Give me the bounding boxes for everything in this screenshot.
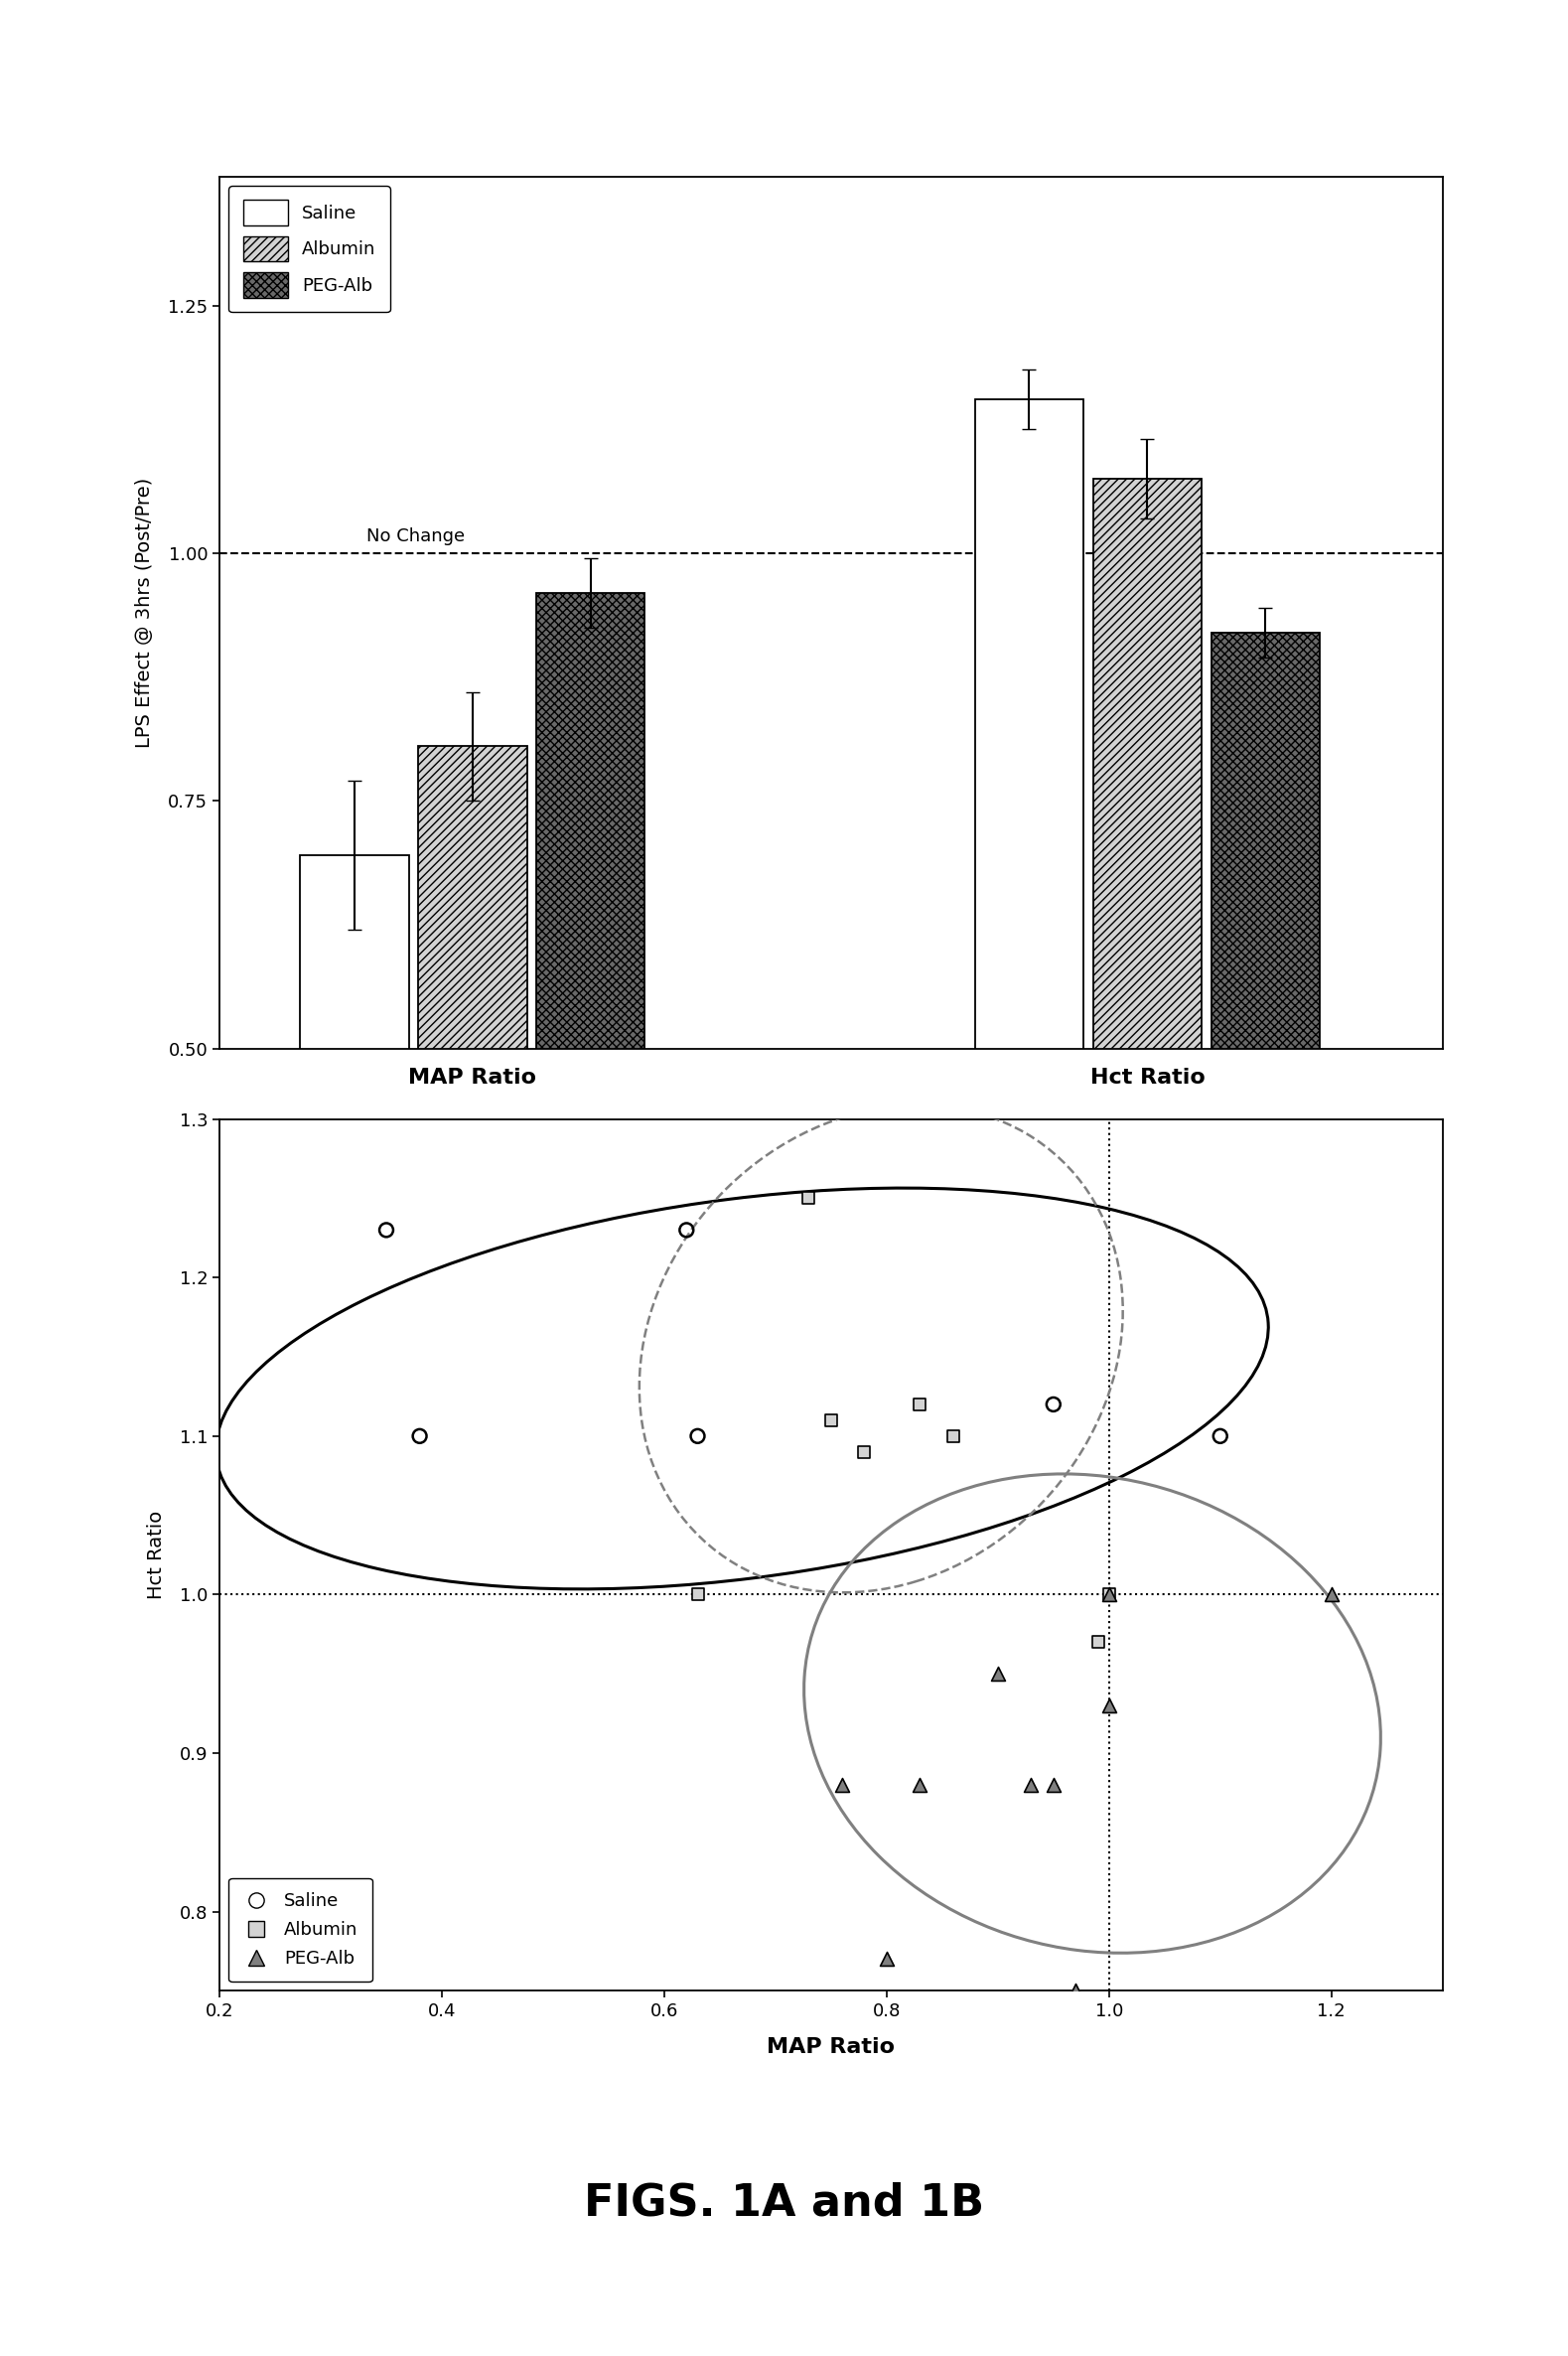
X-axis label: MAP Ratio: MAP Ratio	[767, 2038, 895, 2057]
Bar	[299, 855, 409, 1048]
Point	[408, 1418, 433, 1456]
Bar	[975, 401, 1083, 1048]
Point	[873, 1941, 898, 1979]
Point	[1085, 1623, 1110, 1661]
Text: FIGS. 1A and 1B: FIGS. 1A and 1B	[583, 2182, 985, 2224]
Point	[1063, 1972, 1088, 2010]
Point	[1019, 1767, 1044, 1805]
Point	[985, 1654, 1010, 1692]
Point	[1096, 1576, 1121, 1614]
Legend: Saline, Albumin, PEG-Alb: Saline, Albumin, PEG-Alb	[229, 1878, 372, 1981]
Point	[1096, 1687, 1121, 1725]
Point	[1041, 1385, 1066, 1423]
Bar	[419, 747, 527, 1048]
Bar	[536, 594, 644, 1048]
Point	[908, 1767, 933, 1805]
Point	[818, 1402, 844, 1440]
Text: No Change: No Change	[367, 528, 464, 544]
Point	[373, 1211, 398, 1249]
Point	[1319, 1576, 1344, 1614]
Point	[1041, 1767, 1066, 1805]
Point	[1207, 1418, 1232, 1456]
Point	[1096, 1576, 1121, 1614]
Y-axis label: LPS Effect @ 3hrs (Post/Pre): LPS Effect @ 3hrs (Post/Pre)	[135, 478, 154, 747]
Legend: Saline, Albumin, PEG-Alb: Saline, Albumin, PEG-Alb	[229, 186, 390, 311]
Point	[685, 1418, 710, 1456]
Point	[674, 1211, 699, 1249]
Bar	[1093, 478, 1201, 1048]
Y-axis label: Hct Ratio: Hct Ratio	[147, 1510, 166, 1600]
Point	[829, 1767, 855, 1805]
Point	[851, 1432, 877, 1470]
Point	[941, 1418, 966, 1456]
Point	[908, 1385, 933, 1423]
Point	[685, 1576, 710, 1614]
Point	[797, 1180, 822, 1218]
Bar	[1210, 631, 1320, 1048]
